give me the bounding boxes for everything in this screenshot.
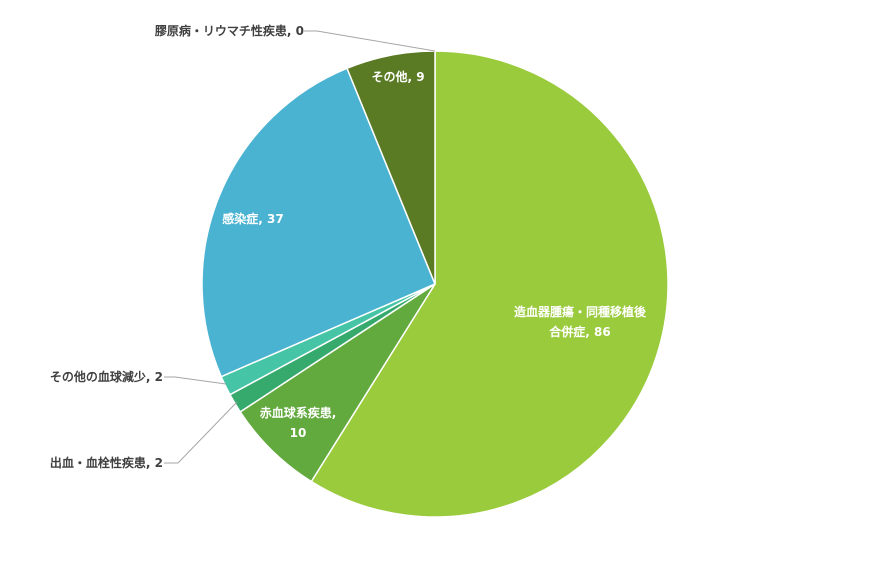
slice-hematologic-tumor: [310, 50, 669, 518]
data-label-infection: 感染症, 37: [222, 211, 283, 226]
slice-infection: [201, 67, 436, 378]
leader-lines: [164, 30, 436, 464]
leader-line-collagen: [304, 30, 436, 52]
data-label-other: その他, 9: [371, 69, 424, 84]
leader-line-bleeding: [164, 401, 238, 464]
data-labels: 造血器腫瘍・同種移植後 合併症, 86 赤血球系疾患, 10 出血・血栓性疾患,…: [50, 23, 647, 470]
leader-line-other-cytopenia: [164, 376, 227, 385]
data-label-bleeding: 出血・血栓性疾患, 2: [50, 455, 163, 470]
data-label-erythroid-line1: 赤血球系疾患,: [260, 405, 337, 420]
pie-slices: [201, 50, 669, 518]
data-label-hematologic-tumor-line1: 造血器腫瘍・同種移植後: [514, 304, 647, 319]
data-label-erythroid-line2: 10: [290, 426, 307, 440]
data-label-collagen: 膠原病・リウマチ性疾患, 0: [155, 23, 304, 38]
data-label-hematologic-tumor-line2: 合併症, 86: [549, 324, 610, 339]
data-label-other-cytopenia: その他の血球減少, 2: [50, 369, 163, 384]
